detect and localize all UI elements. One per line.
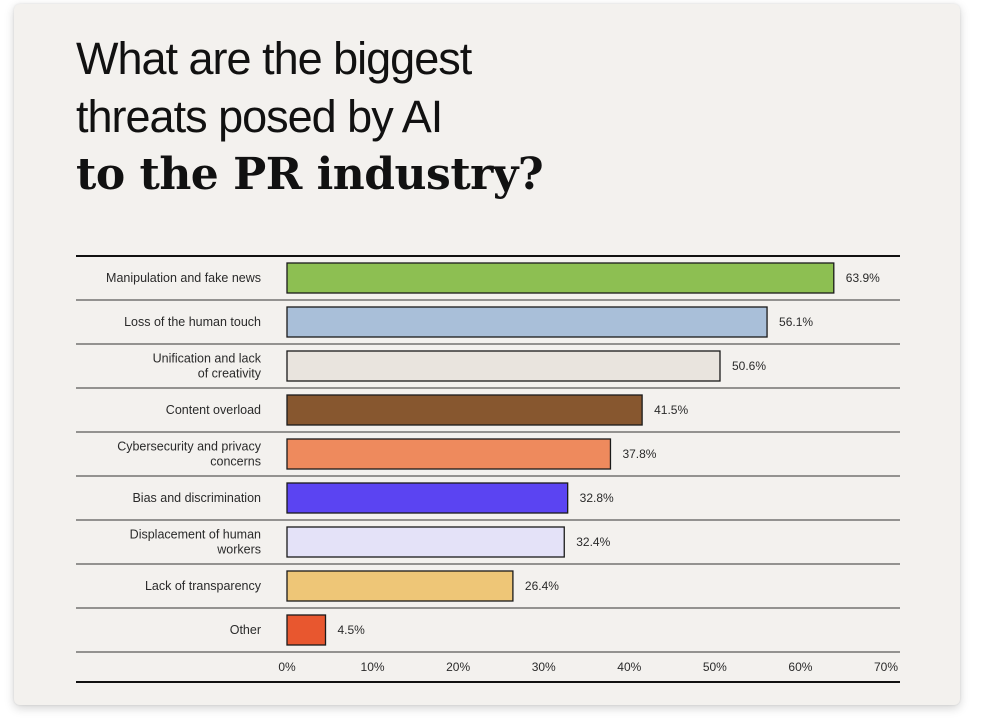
x-tick-label-0: 0% — [278, 660, 296, 674]
chart-title: What are the biggest threats posed by AI… — [76, 30, 676, 204]
value-label-7: 32.4% — [576, 535, 610, 549]
bar-4 — [286, 394, 643, 426]
value-label-2: 56.1% — [779, 315, 813, 329]
value-label-6: 32.8% — [580, 491, 614, 505]
category-label-9: Other — [230, 623, 261, 637]
category-label-1: Manipulation and fake news — [106, 271, 261, 285]
bar-2 — [286, 306, 768, 338]
category-label-5: Cybersecurity and privacy concerns — [117, 440, 262, 469]
x-tick-label-20: 20% — [446, 660, 470, 674]
value-label-1: 63.9% — [846, 271, 880, 285]
bar-9 — [286, 614, 327, 646]
x-tick-label-10: 10% — [361, 660, 385, 674]
bar-6 — [286, 482, 569, 514]
chart-title-line-3: to the PR industry? — [76, 149, 544, 200]
bar-7 — [286, 526, 565, 558]
bar-3 — [286, 350, 721, 382]
chart-title-line-2: threats posed by AI — [76, 91, 443, 142]
x-tick-label-60: 60% — [788, 660, 812, 674]
bar-5 — [286, 438, 612, 470]
category-label-3: Unification and lack of creativity — [153, 352, 262, 381]
category-label-8: Lack of transparency — [145, 579, 262, 593]
category-label-4: Content overload — [166, 403, 261, 417]
x-tick-label-30: 30% — [532, 660, 556, 674]
category-label-7: Displacement of human workers — [130, 528, 261, 557]
x-tick-label-40: 40% — [617, 660, 641, 674]
category-label-2: Loss of the human touch — [124, 315, 261, 329]
value-label-3: 50.6% — [732, 359, 766, 373]
x-tick-label-70: 70% — [874, 660, 898, 674]
value-label-8: 26.4% — [525, 579, 559, 593]
bar-1 — [286, 262, 835, 294]
value-label-5: 37.8% — [622, 447, 656, 461]
value-label-9: 4.5% — [338, 623, 366, 637]
category-label-6: Bias and discrimination — [132, 491, 261, 505]
x-tick-label-50: 50% — [703, 660, 727, 674]
bar-8 — [286, 570, 514, 602]
chart-title-line-1: What are the biggest — [76, 33, 472, 84]
value-label-4: 41.5% — [654, 403, 688, 417]
